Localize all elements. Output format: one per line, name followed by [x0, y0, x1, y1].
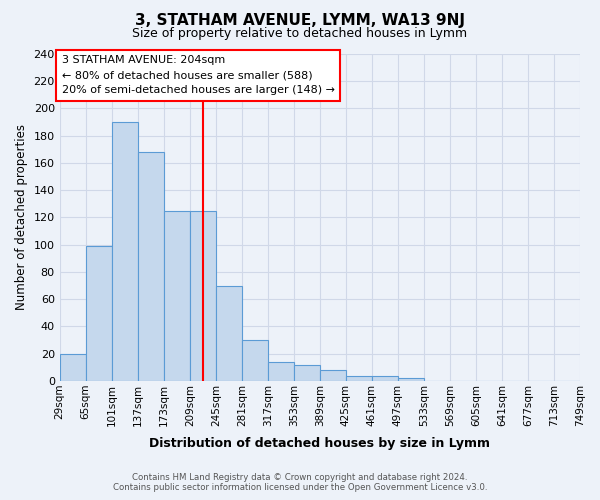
Bar — [320, 370, 346, 381]
Bar — [216, 286, 242, 381]
X-axis label: Distribution of detached houses by size in Lymm: Distribution of detached houses by size … — [149, 437, 490, 450]
Bar — [138, 152, 164, 381]
Bar — [164, 210, 190, 381]
Bar — [398, 378, 424, 381]
Bar — [86, 246, 112, 381]
Bar — [242, 340, 268, 381]
Bar — [372, 376, 398, 381]
Bar — [268, 362, 294, 381]
Bar — [59, 354, 86, 381]
Y-axis label: Number of detached properties: Number of detached properties — [15, 124, 28, 310]
Text: Size of property relative to detached houses in Lymm: Size of property relative to detached ho… — [133, 28, 467, 40]
Text: 3, STATHAM AVENUE, LYMM, WA13 9NJ: 3, STATHAM AVENUE, LYMM, WA13 9NJ — [135, 12, 465, 28]
Bar — [346, 376, 372, 381]
Bar — [294, 364, 320, 381]
Text: 3 STATHAM AVENUE: 204sqm
← 80% of detached houses are smaller (588)
20% of semi-: 3 STATHAM AVENUE: 204sqm ← 80% of detach… — [62, 56, 335, 95]
Bar — [112, 122, 138, 381]
Bar — [190, 210, 216, 381]
Text: Contains HM Land Registry data © Crown copyright and database right 2024.
Contai: Contains HM Land Registry data © Crown c… — [113, 473, 487, 492]
